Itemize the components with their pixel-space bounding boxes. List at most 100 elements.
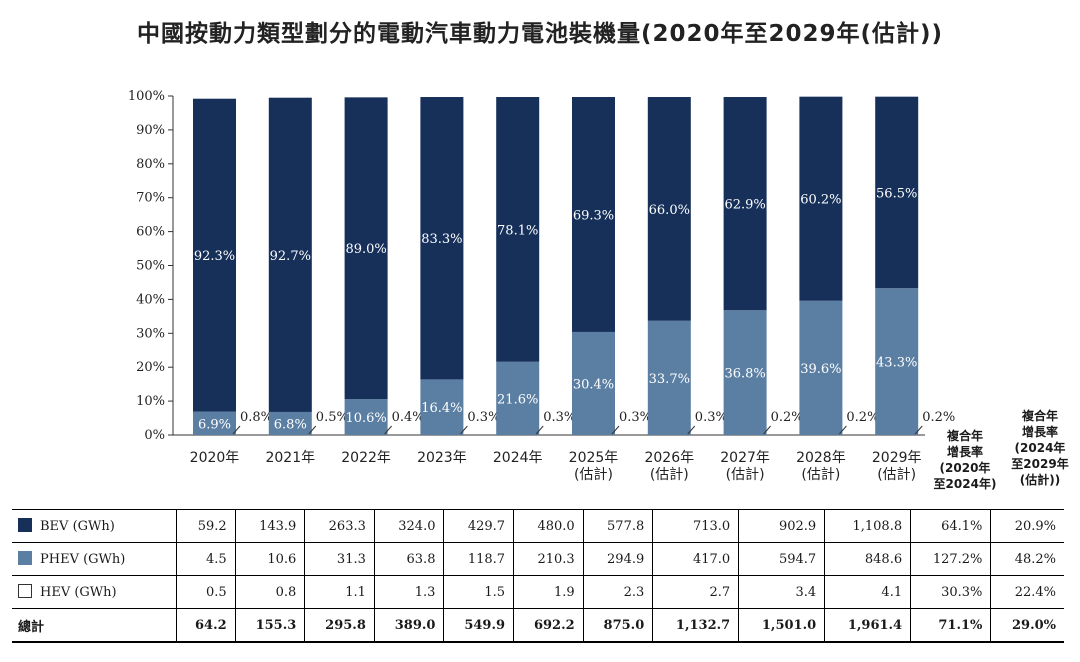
label-phev: 21.6% <box>497 392 538 407</box>
label-bev: 69.3% <box>573 208 614 223</box>
x-tick-label: 2021年 <box>265 450 315 466</box>
legend-swatch <box>18 518 32 532</box>
table-cell: 118.7 <box>443 542 514 576</box>
table-cell: 4.5 <box>176 542 236 576</box>
hev-leader-line <box>384 425 392 435</box>
bar-phev <box>572 331 615 435</box>
table-cell: 713.0 <box>652 509 739 543</box>
table-cell: 0.5 <box>176 575 236 609</box>
table-cell: 429.7 <box>443 509 514 543</box>
x-tick-label: (估計) <box>801 467 840 483</box>
bar-bev <box>496 97 540 362</box>
table-cell: 1,132.7 <box>652 608 739 643</box>
label-bev: 78.1% <box>497 223 538 238</box>
label-hev: 0.4% <box>392 410 425 425</box>
table-cell: 417.0 <box>652 542 739 576</box>
label-bev: 60.2% <box>800 193 841 208</box>
hev-leader-line <box>914 425 923 435</box>
y-tick-label: 60% <box>136 225 165 240</box>
table-cell: 295.8 <box>304 608 375 643</box>
table-cell: 389.0 <box>373 608 444 643</box>
legend-swatch <box>18 584 32 598</box>
label-bev: 92.7% <box>270 249 311 264</box>
table-cell: 1.1 <box>304 575 375 609</box>
y-tick-label: 70% <box>136 191 165 206</box>
x-tick-label: 2024年 <box>493 450 543 466</box>
hev-leader-line <box>687 425 696 435</box>
x-tick-label: 2023年 <box>417 450 467 466</box>
bar-bev <box>723 97 767 311</box>
label-phev: 6.8% <box>274 417 307 432</box>
label-bev: 92.3% <box>194 249 235 264</box>
label-hev: 0.8% <box>240 410 273 425</box>
table-cell: 29.0% <box>990 608 1064 643</box>
label-phev: 30.4% <box>573 377 614 392</box>
cagr-header-2020-2024: 複合年 增長率 (2020年 至2024年) <box>933 429 997 491</box>
table-row: 總計 64.2 155.3 295.8 389.0 549.9 692.2 875.0 1,13… <box>12 608 1064 643</box>
label-phev: 16.4% <box>421 401 462 416</box>
bar-phev <box>496 361 540 435</box>
label-hev: 0.2% <box>771 410 804 425</box>
table-cell: 294.9 <box>582 542 653 576</box>
table-cell: 59.2 <box>176 509 236 543</box>
table-cell: 3.4 <box>738 575 825 609</box>
table-cell: 127.2% <box>910 542 991 576</box>
table-cell: 1.5 <box>443 575 514 609</box>
table-cell: 263.3 <box>304 509 375 543</box>
label-bev: 62.9% <box>724 198 765 213</box>
table-cell: 64.1% <box>910 509 991 543</box>
table-cell: 71.1% <box>910 608 991 643</box>
label-bev: 56.5% <box>876 186 917 201</box>
label-bev: 89.0% <box>345 242 386 257</box>
x-tick-label: 2026年 <box>644 450 694 466</box>
legend-swatch <box>18 551 32 565</box>
table-cell: 692.2 <box>513 608 584 643</box>
x-tick-label: 2028年 <box>796 450 846 466</box>
label-phev: 10.6% <box>345 411 386 426</box>
table-cell: 210.3 <box>513 542 584 576</box>
row-label: 總計 <box>12 608 177 643</box>
table-row: HEV (GWh) 0.5 0.8 1.1 1.3 1.5 1.9 2.3 2.7 3.4 4.1 3… <box>12 575 1064 609</box>
y-tick-label: 50% <box>136 259 165 274</box>
table-cell: 594.7 <box>738 542 825 576</box>
hev-leader-line <box>839 425 847 435</box>
bar-phev <box>193 411 236 435</box>
table-cell: 1.9 <box>513 575 584 609</box>
bar-phev <box>723 310 767 435</box>
hev-leader-line <box>460 425 468 435</box>
bar-bev <box>647 97 691 321</box>
label-hev: 0.3% <box>619 410 652 425</box>
x-tick-label: (估計) <box>650 467 689 483</box>
bar-phev <box>875 288 919 435</box>
hev-leader-line <box>308 425 317 435</box>
table-cell: 4.1 <box>824 575 911 609</box>
table-cell: 48.2% <box>990 542 1064 576</box>
x-tick-label: (估計) <box>877 467 916 483</box>
bar-bev <box>344 97 388 400</box>
hev-leader-line <box>611 425 620 435</box>
bar-phev <box>420 379 464 435</box>
table-cell: 577.8 <box>582 509 653 543</box>
label-bev: 66.0% <box>649 203 690 218</box>
bar-phev <box>268 411 312 435</box>
bar-phev <box>344 399 388 435</box>
bar-bev <box>572 97 615 332</box>
table-cell: 902.9 <box>738 509 825 543</box>
table-cell: 64.2 <box>176 608 236 643</box>
y-tick-label: 0% <box>144 428 165 443</box>
x-tick-label: 2020年 <box>190 450 240 466</box>
table-cell: 480.0 <box>513 509 584 543</box>
label-hev: 0.5% <box>316 410 349 425</box>
cagr-header-2024-2029: 複合年 增長率 (2024年 至2029年 (估計)) <box>1011 409 1069 487</box>
table-cell: 10.6 <box>234 542 305 576</box>
label-phev: 39.6% <box>800 362 841 377</box>
table-cell: 63.8 <box>373 542 444 576</box>
label-phev: 36.8% <box>724 367 765 382</box>
hev-leader-line <box>232 425 241 435</box>
x-tick-label: 2022年 <box>341 450 391 466</box>
label-hev: 0.3% <box>467 410 500 425</box>
table-cell: 1,108.8 <box>824 509 911 543</box>
chart-title: 中國按動力類型劃分的電動汽車動力電池裝機量(2020年至2029年(估計)) <box>136 21 944 47</box>
table-cell: 324.0 <box>373 509 444 543</box>
table-cell: 31.3 <box>304 542 375 576</box>
